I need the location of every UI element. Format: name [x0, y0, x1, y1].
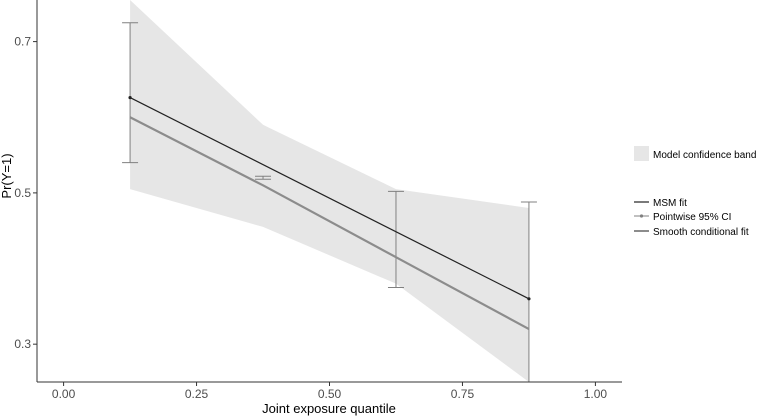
legend-label-pointwise-ci: Pointwise 95% CI — [653, 212, 731, 223]
y-tick-label-1: 0.5 — [14, 186, 31, 200]
x-tick-label-4: 1.00 — [584, 387, 608, 401]
y-tick-label-0: 0.3 — [14, 337, 31, 351]
smooth-conditional-fit-line — [129, 116, 530, 331]
fit-lines-layer — [128, 95, 531, 331]
x-tick-label-3: 0.75 — [451, 387, 475, 401]
msm-fit-point-0 — [128, 95, 132, 100]
x-axis-title: Joint exposure quantile — [262, 401, 396, 416]
legend-label-msm-fit: MSM fit — [653, 198, 687, 209]
msm-fit-line — [129, 97, 530, 300]
y-tick-label-2: 0.7 — [14, 35, 31, 49]
legend-label-smooth-fit: Smooth conditional fit — [653, 227, 749, 238]
legend-key-confidence-band — [634, 146, 649, 161]
y-ticks: 0.3 0.5 0.7 — [14, 35, 37, 351]
legend-label-confidence-band: Model confidence band — [653, 150, 756, 161]
y-axis-title: Pr(Y=1) — [0, 153, 14, 198]
x-ticks: 0.00 0.25 0.50 0.75 1.00 — [52, 382, 607, 401]
x-tick-label-2: 0.50 — [318, 387, 342, 401]
confidence-band-area — [130, 0, 529, 382]
confidence-band-layer — [130, 0, 529, 382]
msm-fit-point-1 — [527, 297, 531, 301]
legend: Model confidence band MSM fit Pointwise … — [634, 146, 756, 238]
x-tick-label-0: 0.00 — [52, 387, 76, 401]
legend-key-pointwise-ci-dot — [639, 214, 644, 218]
x-tick-label-1: 0.25 — [185, 387, 209, 401]
